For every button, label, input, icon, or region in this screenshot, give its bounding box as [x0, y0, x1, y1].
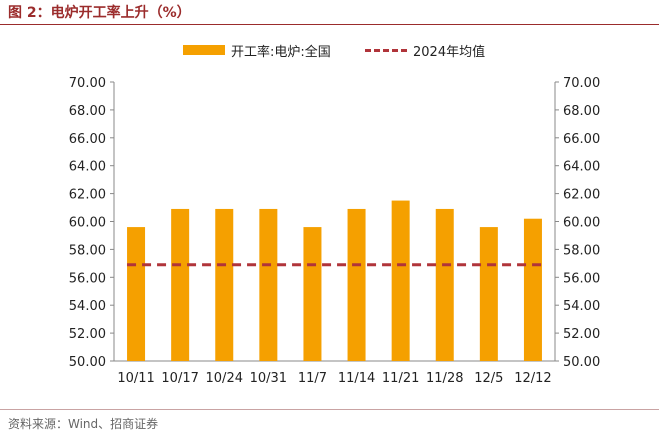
y-tick-label-right: 50.00	[563, 355, 600, 370]
y-tick-label-left: 64.00	[69, 160, 106, 175]
y-tick-label-left: 62.00	[69, 188, 106, 203]
x-tick-label: 12/12	[514, 371, 551, 386]
y-tick-label-right: 52.00	[563, 327, 600, 342]
legend-bar-label: 开工率:电炉:全国	[231, 45, 331, 60]
y-tick-label-left: 54.00	[69, 299, 106, 314]
x-tick-label: 11/28	[426, 371, 463, 386]
y-tick-label-left: 56.00	[69, 271, 106, 286]
y-tick-label-right: 62.00	[563, 188, 600, 203]
title-rule	[0, 24, 659, 25]
bar	[215, 208, 234, 361]
y-tick-label-left: 50.00	[69, 355, 106, 370]
y-tick-label-right: 60.00	[563, 216, 600, 231]
y-tick-label-left: 66.00	[69, 132, 106, 147]
y-tick-label-left: 68.00	[69, 104, 106, 119]
y-tick-label-left: 60.00	[69, 216, 106, 231]
bar	[479, 227, 498, 361]
y-tick-label-right: 54.00	[563, 299, 600, 314]
bar	[523, 218, 542, 361]
x-tick-label: 10/31	[250, 371, 287, 386]
x-tick-label: 11/14	[338, 371, 375, 386]
y-tick-label-right: 70.00	[563, 76, 600, 91]
y-tick-label-left: 70.00	[69, 76, 106, 91]
y-tick-label-right: 66.00	[563, 132, 600, 147]
y-tick-label-right: 68.00	[563, 104, 600, 119]
source-note: 资料来源：Wind、招商证券	[8, 417, 159, 431]
source-rule	[0, 409, 659, 410]
y-tick-label-left: 52.00	[69, 327, 106, 342]
y-tick-label-right: 56.00	[563, 271, 600, 286]
x-tick-label: 12/5	[474, 371, 503, 386]
legend-line-swatch	[365, 49, 407, 52]
chart-legend: 开工率:电炉:全国 2024年均值	[0, 40, 659, 60]
y-tick-label-right: 58.00	[563, 243, 600, 258]
bar	[435, 208, 454, 361]
legend-bar-swatch	[183, 45, 225, 55]
x-tick-label: 10/17	[161, 371, 198, 386]
bar-chart: 50.00 50.00 52.00 52.00 54.00 54.00 56.00 56.00…	[69, 76, 600, 386]
x-tick-label: 10/11	[117, 371, 154, 386]
figure-title: 图 2：电炉开工率上升（%）	[8, 5, 191, 21]
bar	[127, 227, 146, 361]
bar	[259, 208, 278, 361]
x-tick-label: 11/21	[382, 371, 419, 386]
x-tick-label: 10/24	[206, 371, 243, 386]
bar	[347, 208, 366, 361]
bar	[303, 227, 322, 361]
bar	[391, 200, 410, 361]
y-tick-label-left: 58.00	[69, 243, 106, 258]
y-tick-label-right: 64.00	[563, 160, 600, 175]
bar	[171, 208, 190, 361]
legend-line-label: 2024年均值	[413, 45, 486, 60]
x-tick-label: 11/7	[298, 371, 327, 386]
